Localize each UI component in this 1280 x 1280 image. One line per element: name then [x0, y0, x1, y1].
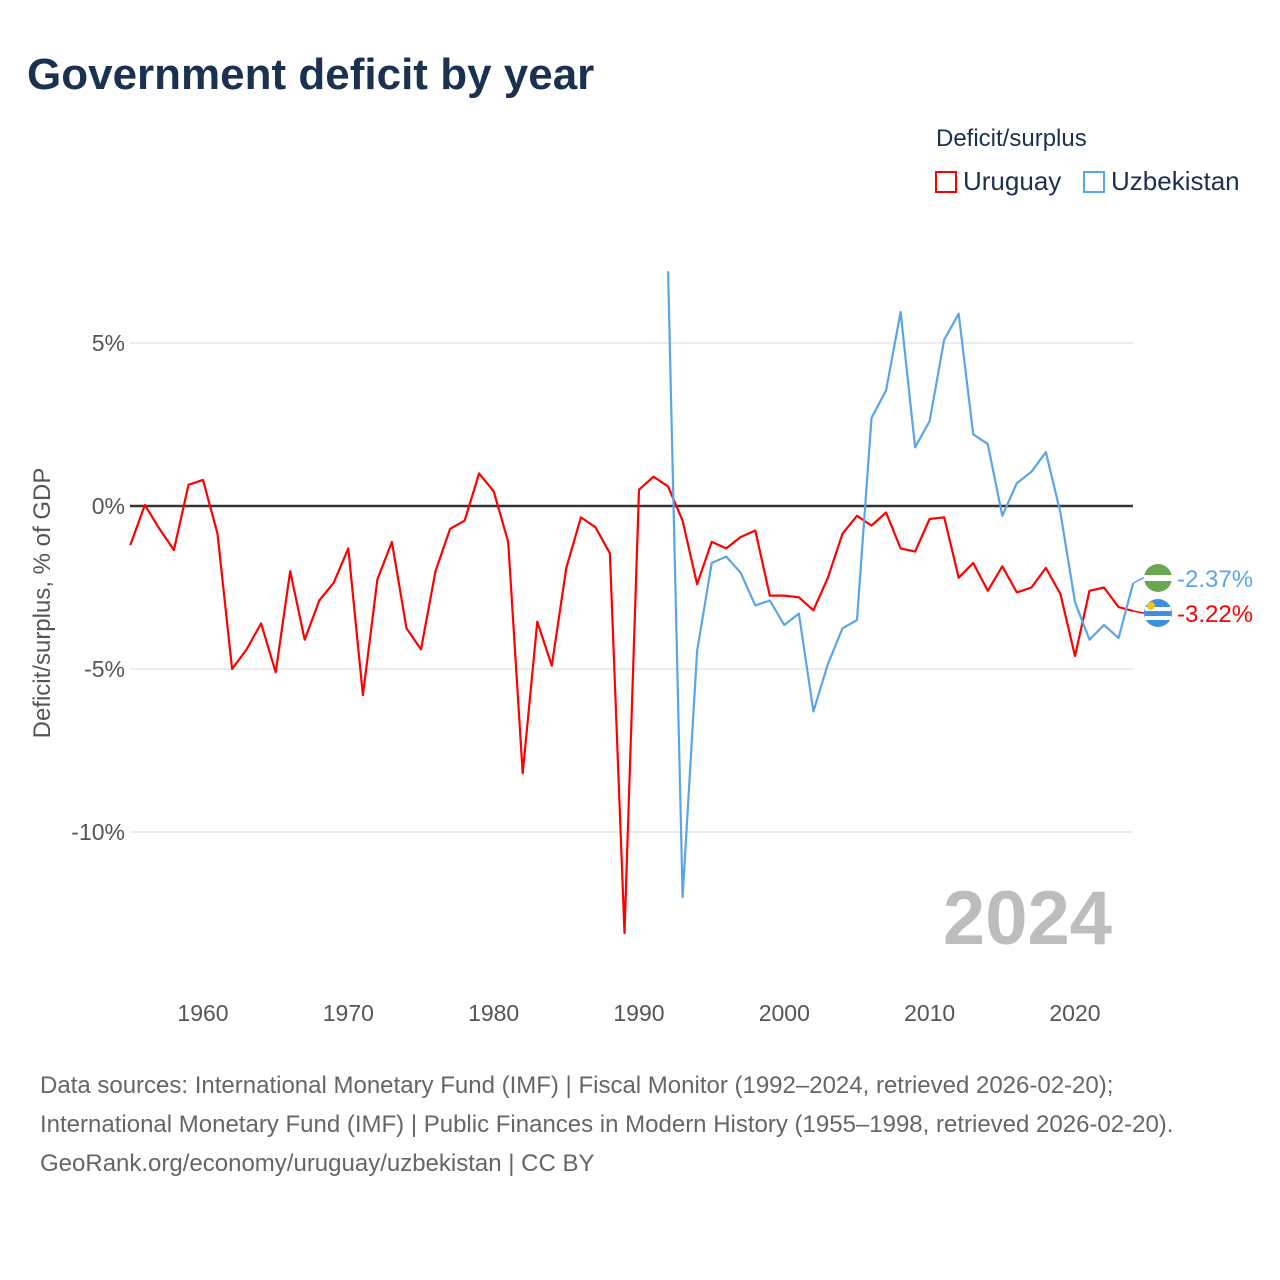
- x-tick-label: 2020: [1049, 1000, 1100, 1026]
- chart-title: Government deficit by year: [27, 50, 595, 99]
- legend-title: Deficit/surplus: [936, 125, 1087, 152]
- flag-stripe: [1144, 575, 1172, 581]
- y-tick-label: -5%: [84, 656, 125, 682]
- flag-stripe: [1145, 607, 1171, 611]
- flag-stripe: [1145, 616, 1171, 620]
- year-watermark: 2024: [943, 876, 1112, 961]
- y-tick-label: 5%: [92, 330, 125, 356]
- end-value-label: -3.22%: [1177, 601, 1253, 628]
- end-value-label: -2.37%: [1177, 566, 1253, 593]
- legend-swatch: [935, 170, 957, 193]
- series-line-uzbekistan: [667, 271, 1135, 899]
- x-tick-label: 2010: [904, 1000, 955, 1026]
- x-tick-label: 2000: [759, 1000, 810, 1026]
- source-note: Data sources: International Monetary Fun…: [40, 1066, 1240, 1183]
- x-tick-label: 1960: [177, 1000, 228, 1026]
- legend-swatch: [1083, 170, 1105, 193]
- legend-label: Uzbekistan: [1111, 166, 1240, 196]
- source-link[interactable]: GeoRank.org/economy/uruguay/uzbekistan |…: [40, 1150, 595, 1177]
- end-connector: [1132, 577, 1146, 584]
- x-tick-label: 1970: [323, 1000, 374, 1026]
- legend-item-uzbekistan[interactable]: Uzbekistan: [1083, 166, 1240, 197]
- series-line-uruguay: [129, 472, 1134, 935]
- x-tick-label: 1990: [613, 1000, 664, 1026]
- y-tick-label: -10%: [71, 819, 125, 845]
- y-axis-label: Deficit/surplus, % of GDP: [29, 468, 56, 739]
- x-tick-label: 1980: [468, 1000, 519, 1026]
- y-tick-label: 0%: [92, 493, 125, 519]
- legend-item-uruguay[interactable]: Uruguay: [935, 166, 1061, 197]
- end-connector: [1132, 610, 1146, 614]
- sun-icon: [1147, 602, 1155, 610]
- source-text: Data sources: International Monetary Fun…: [40, 1072, 1174, 1138]
- legend-label: Uruguay: [963, 166, 1062, 196]
